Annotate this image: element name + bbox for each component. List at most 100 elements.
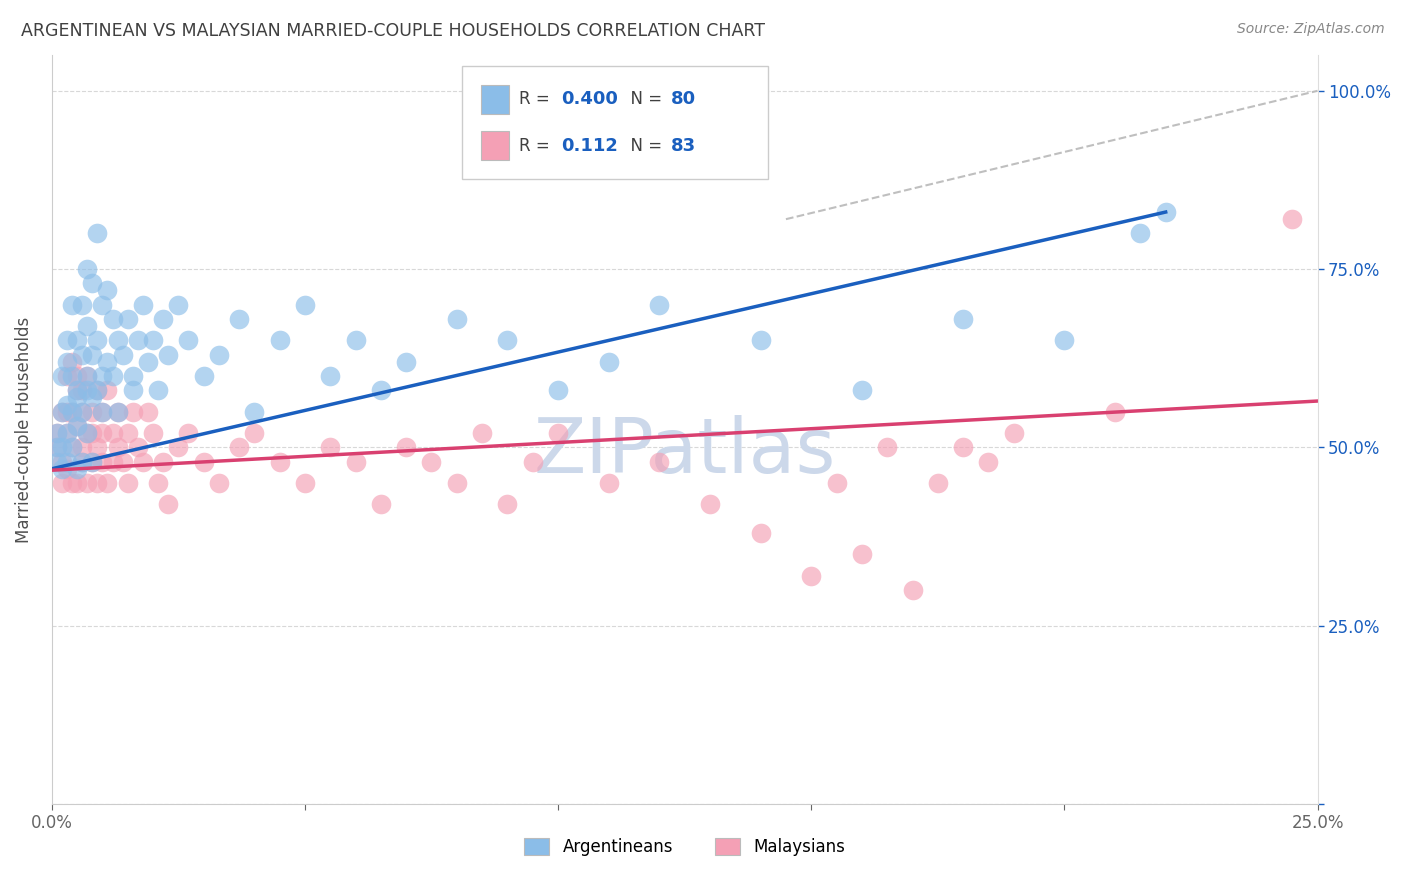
- Point: [107, 334, 129, 348]
- Point: [45, 426, 67, 441]
- Point: [157, 498, 180, 512]
- Point: [60, 298, 83, 312]
- Point: [228, 441, 250, 455]
- Point: [56, 398, 79, 412]
- Point: [269, 455, 291, 469]
- Point: [167, 441, 190, 455]
- Point: [76, 426, 98, 441]
- Point: [208, 476, 231, 491]
- Point: [66, 384, 89, 398]
- Point: [648, 298, 671, 312]
- Point: [66, 419, 89, 434]
- Point: [121, 369, 143, 384]
- Point: [952, 312, 974, 326]
- Text: ZIPatlas: ZIPatlas: [533, 415, 835, 489]
- Point: [294, 476, 316, 491]
- Point: [977, 455, 1000, 469]
- Text: Source: ZipAtlas.com: Source: ZipAtlas.com: [1237, 22, 1385, 37]
- Point: [45, 441, 67, 455]
- Point: [269, 334, 291, 348]
- Point: [446, 312, 468, 326]
- Point: [177, 426, 200, 441]
- Point: [60, 355, 83, 369]
- Point: [56, 426, 79, 441]
- Point: [648, 455, 671, 469]
- Point: [1053, 334, 1076, 348]
- Point: [96, 476, 118, 491]
- Point: [56, 462, 79, 476]
- Point: [177, 334, 200, 348]
- Text: R =: R =: [519, 90, 555, 109]
- Point: [91, 369, 114, 384]
- Point: [76, 369, 98, 384]
- Text: 80: 80: [671, 90, 696, 109]
- Point: [107, 405, 129, 419]
- Point: [208, 348, 231, 362]
- Point: [45, 441, 67, 455]
- Point: [51, 462, 73, 476]
- Point: [101, 426, 124, 441]
- Point: [243, 426, 266, 441]
- Point: [86, 441, 108, 455]
- Point: [127, 334, 149, 348]
- Point: [370, 384, 392, 398]
- Point: [749, 334, 772, 348]
- Point: [1104, 405, 1126, 419]
- Point: [446, 476, 468, 491]
- Point: [82, 391, 104, 405]
- Point: [876, 441, 898, 455]
- Point: [70, 405, 93, 419]
- Point: [45, 426, 67, 441]
- Point: [70, 298, 93, 312]
- Point: [66, 391, 89, 405]
- Point: [142, 426, 165, 441]
- Point: [91, 405, 114, 419]
- Point: [228, 312, 250, 326]
- Point: [51, 369, 73, 384]
- Point: [66, 462, 89, 476]
- Legend: Argentineans, Malaysians: Argentineans, Malaysians: [517, 831, 852, 863]
- Point: [1281, 212, 1303, 227]
- Point: [699, 498, 721, 512]
- Point: [60, 476, 83, 491]
- Point: [66, 334, 89, 348]
- Point: [56, 369, 79, 384]
- Text: 0.400: 0.400: [561, 90, 617, 109]
- Point: [60, 369, 83, 384]
- Point: [121, 384, 143, 398]
- Point: [851, 547, 873, 561]
- Point: [70, 384, 93, 398]
- Point: [1129, 227, 1152, 241]
- Point: [66, 384, 89, 398]
- Point: [51, 476, 73, 491]
- Point: [547, 426, 569, 441]
- Point: [157, 348, 180, 362]
- Point: [91, 298, 114, 312]
- Point: [60, 441, 83, 455]
- Point: [56, 455, 79, 469]
- Point: [51, 441, 73, 455]
- Point: [82, 277, 104, 291]
- Point: [91, 426, 114, 441]
- Point: [370, 498, 392, 512]
- Point: [70, 405, 93, 419]
- Point: [91, 405, 114, 419]
- Point: [420, 455, 443, 469]
- Point: [66, 476, 89, 491]
- Point: [117, 312, 139, 326]
- Point: [146, 476, 169, 491]
- Point: [496, 334, 519, 348]
- Point: [96, 284, 118, 298]
- Text: 0.112: 0.112: [561, 136, 617, 154]
- Point: [56, 355, 79, 369]
- Text: N =: N =: [620, 90, 668, 109]
- Point: [82, 405, 104, 419]
- Text: ARGENTINEAN VS MALAYSIAN MARRIED-COUPLE HOUSEHOLDS CORRELATION CHART: ARGENTINEAN VS MALAYSIAN MARRIED-COUPLE …: [21, 22, 765, 40]
- Point: [91, 455, 114, 469]
- Point: [70, 455, 93, 469]
- Point: [76, 319, 98, 334]
- Point: [76, 384, 98, 398]
- Point: [927, 476, 949, 491]
- Point: [851, 384, 873, 398]
- Point: [598, 355, 620, 369]
